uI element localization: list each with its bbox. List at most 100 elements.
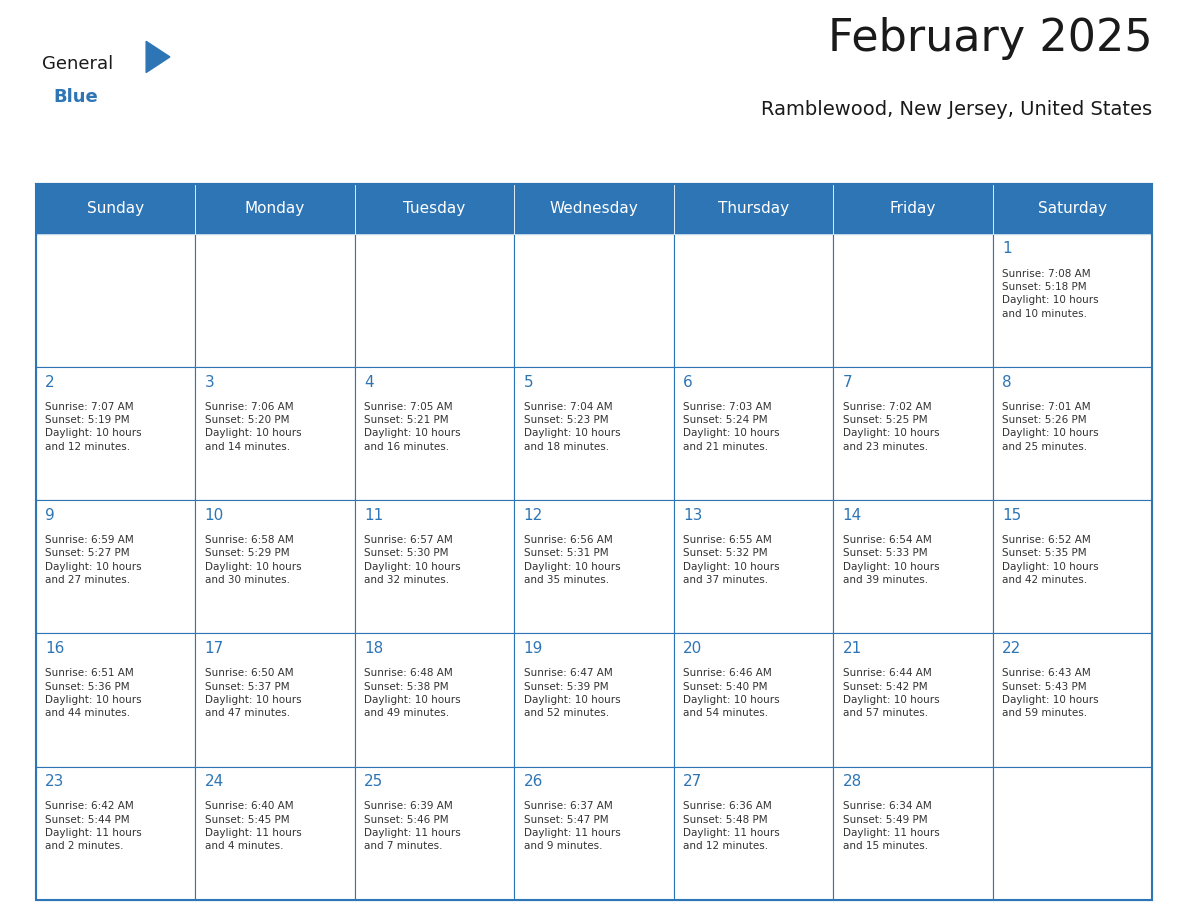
Bar [674,367,833,500]
Text: Sunrise: 6:52 AM
Sunset: 5:35 PM
Daylight: 10 hours
and 42 minutes.: Sunrise: 6:52 AM Sunset: 5:35 PM Dayligh… [1003,535,1099,585]
Text: Sunrise: 6:42 AM
Sunset: 5:44 PM
Daylight: 11 hours
and 2 minutes.: Sunrise: 6:42 AM Sunset: 5:44 PM Dayligh… [45,801,141,851]
Bar [993,500,1152,633]
Text: Sunrise: 6:50 AM
Sunset: 5:37 PM
Daylight: 10 hours
and 47 minutes.: Sunrise: 6:50 AM Sunset: 5:37 PM Dayligh… [204,668,302,718]
Bar [674,633,833,767]
Bar [36,184,1152,900]
Bar [674,767,833,900]
Text: Sunrise: 6:58 AM
Sunset: 5:29 PM
Daylight: 10 hours
and 30 minutes.: Sunrise: 6:58 AM Sunset: 5:29 PM Dayligh… [204,535,302,585]
Bar [195,500,355,633]
Bar [514,184,674,234]
Text: 25: 25 [365,774,384,789]
Text: 6: 6 [683,375,693,389]
Text: Sunrise: 7:08 AM
Sunset: 5:18 PM
Daylight: 10 hours
and 10 minutes.: Sunrise: 7:08 AM Sunset: 5:18 PM Dayligh… [1003,269,1099,319]
Bar [833,367,993,500]
Bar [833,633,993,767]
Text: Sunrise: 6:51 AM
Sunset: 5:36 PM
Daylight: 10 hours
and 44 minutes.: Sunrise: 6:51 AM Sunset: 5:36 PM Dayligh… [45,668,141,718]
Bar [993,367,1152,500]
Bar [36,767,195,900]
Text: Sunrise: 6:59 AM
Sunset: 5:27 PM
Daylight: 10 hours
and 27 minutes.: Sunrise: 6:59 AM Sunset: 5:27 PM Dayligh… [45,535,141,585]
Text: 17: 17 [204,641,223,655]
Text: Sunrise: 6:43 AM
Sunset: 5:43 PM
Daylight: 10 hours
and 59 minutes.: Sunrise: 6:43 AM Sunset: 5:43 PM Dayligh… [1003,668,1099,718]
Text: 9: 9 [45,508,55,522]
Bar [514,767,674,900]
Bar [355,367,514,500]
Bar [36,367,195,500]
Bar [195,367,355,500]
Text: 11: 11 [365,508,384,522]
Text: Monday: Monday [245,201,305,217]
Bar [674,234,833,367]
Text: Sunrise: 6:39 AM
Sunset: 5:46 PM
Daylight: 11 hours
and 7 minutes.: Sunrise: 6:39 AM Sunset: 5:46 PM Dayligh… [365,801,461,851]
Bar [833,184,993,234]
Text: 27: 27 [683,774,702,789]
Bar [514,500,674,633]
Text: 4: 4 [365,375,374,389]
Text: 28: 28 [842,774,862,789]
Text: 20: 20 [683,641,702,655]
Text: 23: 23 [45,774,64,789]
Text: Sunrise: 6:44 AM
Sunset: 5:42 PM
Daylight: 10 hours
and 57 minutes.: Sunrise: 6:44 AM Sunset: 5:42 PM Dayligh… [842,668,940,718]
Bar [355,500,514,633]
Text: 2: 2 [45,375,55,389]
Text: 22: 22 [1003,641,1022,655]
Text: 10: 10 [204,508,223,522]
Text: 14: 14 [842,508,862,522]
Text: Sunrise: 7:01 AM
Sunset: 5:26 PM
Daylight: 10 hours
and 25 minutes.: Sunrise: 7:01 AM Sunset: 5:26 PM Dayligh… [1003,402,1099,452]
Text: 18: 18 [365,641,384,655]
Text: Sunrise: 6:54 AM
Sunset: 5:33 PM
Daylight: 10 hours
and 39 minutes.: Sunrise: 6:54 AM Sunset: 5:33 PM Dayligh… [842,535,940,585]
Bar [195,767,355,900]
Text: 13: 13 [683,508,702,522]
Bar [833,234,993,367]
Text: Blue: Blue [53,87,99,106]
Text: Sunrise: 6:47 AM
Sunset: 5:39 PM
Daylight: 10 hours
and 52 minutes.: Sunrise: 6:47 AM Sunset: 5:39 PM Dayligh… [524,668,620,718]
Bar [355,633,514,767]
Bar [833,500,993,633]
Text: Sunrise: 6:37 AM
Sunset: 5:47 PM
Daylight: 11 hours
and 9 minutes.: Sunrise: 6:37 AM Sunset: 5:47 PM Dayligh… [524,801,620,851]
Bar [195,184,355,234]
Bar [514,234,674,367]
Text: Sunrise: 7:03 AM
Sunset: 5:24 PM
Daylight: 10 hours
and 21 minutes.: Sunrise: 7:03 AM Sunset: 5:24 PM Dayligh… [683,402,779,452]
Text: 3: 3 [204,375,214,389]
Text: Thursday: Thursday [718,201,789,217]
Text: Wednesday: Wednesday [550,201,638,217]
Bar [993,234,1152,367]
Text: Tuesday: Tuesday [404,201,466,217]
Text: Sunrise: 6:40 AM
Sunset: 5:45 PM
Daylight: 11 hours
and 4 minutes.: Sunrise: 6:40 AM Sunset: 5:45 PM Dayligh… [204,801,302,851]
Text: 7: 7 [842,375,853,389]
Bar [355,234,514,367]
Text: 16: 16 [45,641,64,655]
Text: Sunrise: 6:48 AM
Sunset: 5:38 PM
Daylight: 10 hours
and 49 minutes.: Sunrise: 6:48 AM Sunset: 5:38 PM Dayligh… [365,668,461,718]
Bar [674,184,833,234]
Bar [833,767,993,900]
Text: Sunrise: 7:05 AM
Sunset: 5:21 PM
Daylight: 10 hours
and 16 minutes.: Sunrise: 7:05 AM Sunset: 5:21 PM Dayligh… [365,402,461,452]
Text: Sunrise: 6:34 AM
Sunset: 5:49 PM
Daylight: 11 hours
and 15 minutes.: Sunrise: 6:34 AM Sunset: 5:49 PM Dayligh… [842,801,940,851]
Text: Sunday: Sunday [87,201,144,217]
Bar [993,633,1152,767]
Bar [993,184,1152,234]
Bar [36,633,195,767]
Bar [355,184,514,234]
Text: Friday: Friday [890,201,936,217]
Text: 1: 1 [1003,241,1012,256]
Text: 12: 12 [524,508,543,522]
Text: Sunrise: 6:55 AM
Sunset: 5:32 PM
Daylight: 10 hours
and 37 minutes.: Sunrise: 6:55 AM Sunset: 5:32 PM Dayligh… [683,535,779,585]
Text: 24: 24 [204,774,223,789]
Text: 8: 8 [1003,375,1012,389]
Bar [36,500,195,633]
Bar [36,234,195,367]
Bar [514,633,674,767]
Bar [355,767,514,900]
Text: 19: 19 [524,641,543,655]
Text: February 2025: February 2025 [828,17,1152,60]
Text: Ramblewood, New Jersey, United States: Ramblewood, New Jersey, United States [762,100,1152,119]
Bar [36,184,195,234]
Text: 5: 5 [524,375,533,389]
Text: Sunrise: 7:07 AM
Sunset: 5:19 PM
Daylight: 10 hours
and 12 minutes.: Sunrise: 7:07 AM Sunset: 5:19 PM Dayligh… [45,402,141,452]
Text: Sunrise: 6:36 AM
Sunset: 5:48 PM
Daylight: 11 hours
and 12 minutes.: Sunrise: 6:36 AM Sunset: 5:48 PM Dayligh… [683,801,781,851]
Text: 26: 26 [524,774,543,789]
Bar [195,234,355,367]
Text: 21: 21 [842,641,862,655]
Text: Sunrise: 7:02 AM
Sunset: 5:25 PM
Daylight: 10 hours
and 23 minutes.: Sunrise: 7:02 AM Sunset: 5:25 PM Dayligh… [842,402,940,452]
Bar [514,367,674,500]
Bar [674,500,833,633]
